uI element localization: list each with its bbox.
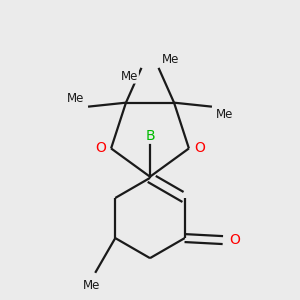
Text: Me: Me — [215, 108, 233, 122]
Text: Me: Me — [162, 53, 179, 66]
Text: O: O — [194, 141, 205, 155]
Text: B: B — [145, 129, 155, 143]
Text: Me: Me — [67, 92, 85, 105]
Text: Me: Me — [121, 70, 138, 83]
Text: Me: Me — [83, 279, 100, 292]
Text: O: O — [95, 141, 106, 155]
Text: O: O — [229, 233, 240, 247]
